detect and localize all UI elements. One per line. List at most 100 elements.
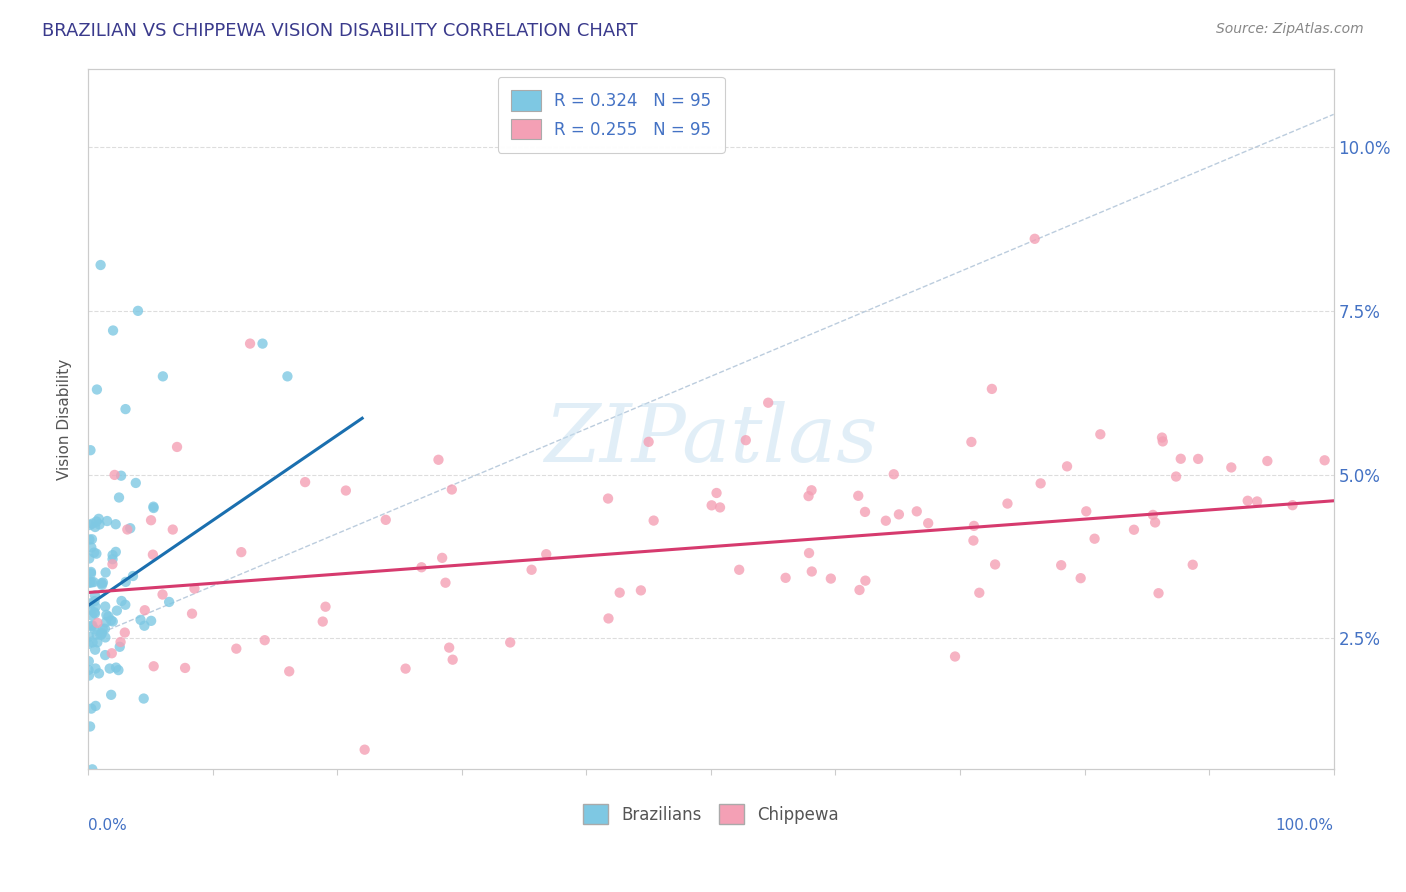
Point <box>225 641 247 656</box>
Point <box>152 588 174 602</box>
Point <box>598 611 620 625</box>
Legend: R = 0.324   N = 95, R = 0.255   N = 95: R = 0.324 N = 95, R = 0.255 N = 95 <box>498 77 725 153</box>
Point <box>82 618 104 632</box>
Point <box>110 468 132 483</box>
Point <box>846 489 869 503</box>
Point <box>134 603 156 617</box>
Point <box>142 501 165 516</box>
Point <box>83 575 105 590</box>
Point <box>84 607 107 621</box>
Point <box>84 599 107 614</box>
Point <box>1256 454 1278 468</box>
Point <box>174 661 197 675</box>
Point <box>77 630 100 644</box>
Point <box>77 663 100 677</box>
Point <box>430 550 453 565</box>
Point <box>1056 459 1078 474</box>
Point <box>253 633 276 648</box>
Point <box>797 546 820 560</box>
Point <box>94 622 117 636</box>
Point <box>1029 476 1052 491</box>
Point <box>1070 571 1092 585</box>
Point <box>105 604 128 618</box>
Point <box>110 635 132 649</box>
Point <box>239 336 262 351</box>
Point <box>700 499 723 513</box>
Point <box>887 508 910 522</box>
Point <box>905 504 928 518</box>
Text: 100.0%: 100.0% <box>1275 818 1334 833</box>
Point <box>77 637 100 651</box>
Point <box>125 475 148 490</box>
Point <box>107 663 129 677</box>
Point <box>90 628 112 642</box>
Point <box>84 698 107 713</box>
Point <box>440 483 463 497</box>
Point <box>105 660 128 674</box>
Point <box>1152 434 1174 449</box>
Point <box>997 497 1019 511</box>
Point <box>90 258 112 272</box>
Point <box>97 609 120 624</box>
Point <box>166 440 188 454</box>
Point <box>98 661 121 675</box>
Point <box>80 533 103 547</box>
Point <box>609 585 631 599</box>
Point <box>134 618 156 632</box>
Point <box>79 533 101 547</box>
Point <box>1164 469 1187 483</box>
Point <box>94 631 117 645</box>
Point <box>1313 453 1336 467</box>
Point <box>637 434 659 449</box>
Point <box>120 521 142 535</box>
Point <box>728 563 751 577</box>
Text: BRAZILIAN VS CHIPPEWA VISION DISABILITY CORRELATION CHART: BRAZILIAN VS CHIPPEWA VISION DISABILITY … <box>42 22 638 40</box>
Text: ZIPatlas: ZIPatlas <box>544 401 877 479</box>
Point <box>84 589 107 603</box>
Point <box>77 551 100 566</box>
Point <box>83 605 105 619</box>
Point <box>883 467 905 482</box>
Point <box>91 575 114 590</box>
Point <box>86 635 108 649</box>
Point <box>79 575 101 590</box>
Point <box>294 475 316 489</box>
Point <box>142 500 165 514</box>
Point <box>83 546 105 560</box>
Point <box>90 576 112 591</box>
Point <box>82 635 104 649</box>
Point <box>101 646 124 660</box>
Point <box>800 483 823 498</box>
Point <box>315 599 337 614</box>
Point <box>83 623 105 637</box>
Point <box>110 594 132 608</box>
Point <box>1144 516 1167 530</box>
Point <box>80 701 103 715</box>
Point <box>80 608 103 623</box>
Point <box>800 565 823 579</box>
Point <box>536 547 558 561</box>
Point <box>80 619 103 633</box>
Point <box>80 566 103 581</box>
Point <box>83 594 105 608</box>
Point <box>117 523 139 537</box>
Point <box>1150 431 1173 445</box>
Point <box>82 762 104 776</box>
Point <box>353 742 375 756</box>
Point <box>79 602 101 616</box>
Point <box>77 654 100 668</box>
Point <box>1236 493 1258 508</box>
Point <box>775 571 797 585</box>
Point <box>962 533 984 548</box>
Point <box>1246 494 1268 508</box>
Point <box>101 548 124 562</box>
Point <box>104 545 127 559</box>
Point <box>100 613 122 627</box>
Point <box>1170 451 1192 466</box>
Text: 0.0%: 0.0% <box>89 818 127 833</box>
Point <box>122 569 145 583</box>
Point <box>79 518 101 533</box>
Point <box>1050 558 1073 573</box>
Point <box>104 517 127 532</box>
Point <box>276 369 298 384</box>
